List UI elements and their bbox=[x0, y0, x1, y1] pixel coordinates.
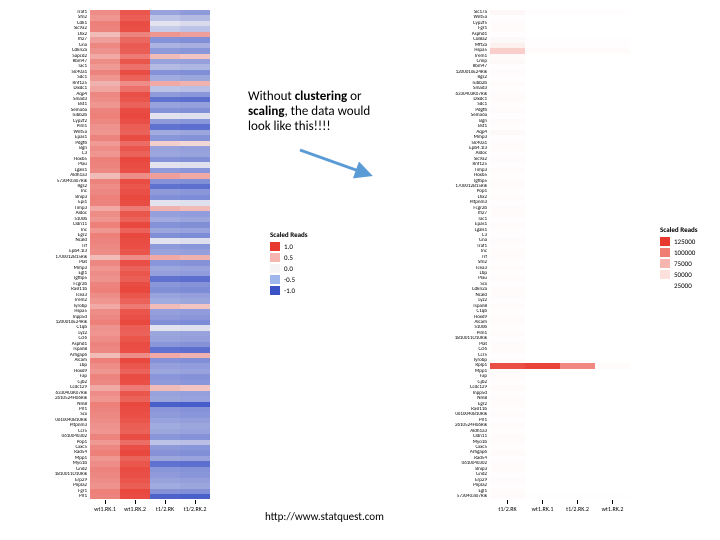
annot-l3: look like this!!!! bbox=[248, 119, 331, 134]
heatmap-cell bbox=[90, 494, 120, 499]
legend-row: 25000 bbox=[660, 281, 698, 290]
legend-swatch bbox=[660, 237, 670, 246]
footer-url: http://www.statquest.com bbox=[265, 510, 384, 523]
legend-row: -0.5 bbox=[270, 275, 308, 284]
annot-l2b: , the data would bbox=[285, 104, 371, 119]
legend-value: 100000 bbox=[674, 248, 695, 257]
annot-l1c: or bbox=[347, 89, 361, 104]
x-tick: wt1.RK.2 bbox=[120, 500, 150, 513]
legend-value: 0.5 bbox=[284, 253, 293, 262]
x-tick: wt1.RK.2 bbox=[595, 500, 630, 513]
legend-swatch bbox=[270, 286, 280, 295]
annot-l1a: Without bbox=[248, 89, 295, 104]
row-label: Prl1 bbox=[35, 494, 87, 499]
x-tick: wt1.RK.1 bbox=[525, 500, 560, 513]
right-heatmap-xticks: t1/2.RKwt1.RK.1t1/2.RK.2wt1.RK.2 bbox=[490, 500, 630, 513]
legend-value: 1.0 bbox=[284, 242, 293, 251]
heatmap-cell bbox=[120, 494, 150, 499]
legend-title: Scaled Reads bbox=[270, 230, 308, 239]
legend-row: 50000 bbox=[660, 270, 698, 279]
legend-title: Scaled Reads bbox=[660, 225, 698, 234]
legend-row: 1.0 bbox=[270, 242, 308, 251]
right-legend: Scaled Reads 125000 100000 75000 50000 25000 bbox=[660, 225, 698, 292]
legend-value: 125000 bbox=[674, 237, 695, 246]
legend-value: 75000 bbox=[674, 259, 692, 268]
heatmap-cell bbox=[180, 494, 210, 499]
row-label: 5730403i07Rik bbox=[435, 494, 487, 499]
left-heatmap-xticks: wt1.RK.1wt1.RK.2t1/2.RKt1/2.RK.2 bbox=[90, 500, 210, 513]
heatmap-cell bbox=[595, 494, 630, 499]
legend-value: -1.0 bbox=[284, 286, 295, 295]
heatmap-cell bbox=[560, 494, 595, 499]
heatmap-cell bbox=[150, 494, 180, 499]
x-tick: t1/2.RK bbox=[150, 500, 180, 513]
legend-swatch bbox=[270, 275, 280, 284]
heatmap-column bbox=[150, 10, 180, 499]
annot-l1b: clustering bbox=[295, 89, 348, 104]
legend-swatch bbox=[660, 248, 670, 257]
annotation-text: Without clustering or scaling, the data … bbox=[248, 90, 413, 135]
x-tick: t1/2.RK bbox=[490, 500, 525, 513]
page: Traf1Sfn2Cdk1Slc9a2Lhx2Ifi27GnaCdkn2aSap… bbox=[0, 0, 720, 540]
legend-row: 75000 bbox=[660, 259, 698, 268]
legend-value: 50000 bbox=[674, 270, 692, 279]
legend-row: 100000 bbox=[660, 248, 698, 257]
left-legend: Scaled Reads 1.0 0.5 0.0 -0.5 -1.0 bbox=[270, 230, 308, 297]
right-heatmap bbox=[490, 10, 630, 500]
heatmap-column bbox=[525, 10, 560, 499]
legend-swatch bbox=[270, 242, 280, 251]
legend-swatch bbox=[660, 281, 670, 290]
right-heatmap-row-labels: Slc17aWnt5aCyp2f5Fgr1Asphd1Col8a2Mff2aHs… bbox=[435, 10, 487, 500]
legend-value: 25000 bbox=[674, 281, 692, 290]
legend-swatch bbox=[270, 253, 280, 262]
legend-swatch bbox=[660, 270, 670, 279]
heatmap-column bbox=[560, 10, 595, 499]
heatmap-cell bbox=[525, 494, 560, 499]
legend-swatch bbox=[270, 264, 280, 273]
x-tick: t1/2.RK.2 bbox=[560, 500, 595, 513]
heatmap-cell bbox=[490, 494, 525, 499]
annot-l2a: scaling bbox=[248, 104, 285, 119]
legend-row: 0.5 bbox=[270, 253, 308, 262]
x-tick: t1/2.RK.2 bbox=[180, 500, 210, 513]
legend-value: -0.5 bbox=[284, 275, 295, 284]
legend-swatch bbox=[660, 259, 670, 268]
x-tick: wt1.RK.1 bbox=[90, 500, 120, 513]
legend-row: -1.0 bbox=[270, 286, 308, 295]
legend-row: 0.0 bbox=[270, 264, 308, 273]
legend-row: 125000 bbox=[660, 237, 698, 246]
left-heatmap-row-labels: Traf1Sfn2Cdk1Slc9a2Lhx2Ifi27GnaCdkn2aSap… bbox=[35, 10, 87, 500]
heatmap-column bbox=[120, 10, 150, 499]
left-heatmap bbox=[90, 10, 210, 500]
legend-value: 0.0 bbox=[284, 264, 293, 273]
heatmap-column bbox=[90, 10, 120, 499]
heatmap-column bbox=[180, 10, 210, 499]
heatmap-column bbox=[595, 10, 630, 499]
heatmap-column bbox=[490, 10, 525, 499]
